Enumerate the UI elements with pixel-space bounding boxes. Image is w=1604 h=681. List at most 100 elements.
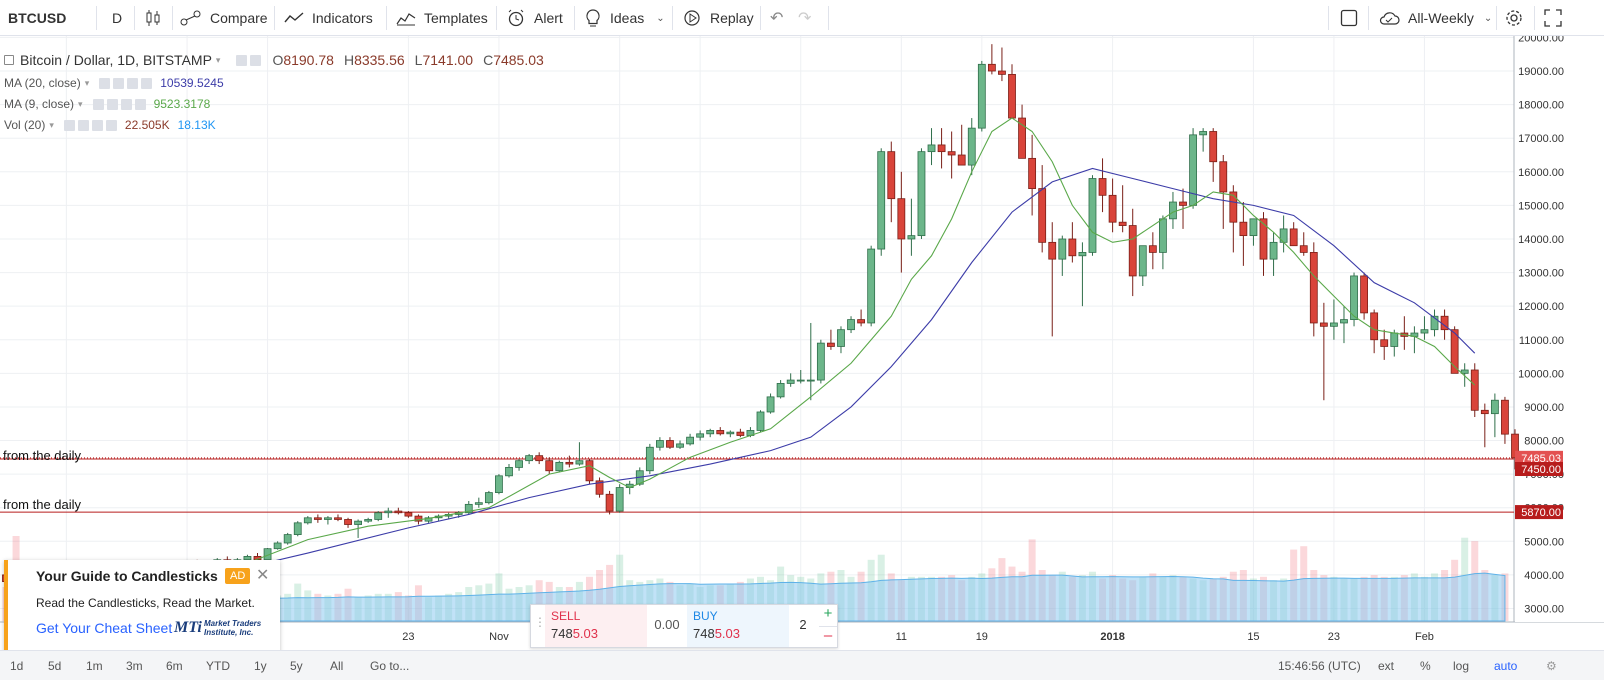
- range-button-6m[interactable]: 6m: [166, 659, 183, 673]
- symbol-search[interactable]: BTCUSD: [8, 10, 67, 26]
- volume-legend: Vol (20) ▾ 22.505K 18.13K: [4, 118, 216, 132]
- auto-toggle[interactable]: auto: [1494, 659, 1518, 673]
- collapse-icon[interactable]: [4, 55, 14, 65]
- chevron-down-icon[interactable]: ▾: [84, 77, 90, 88]
- settings-icon[interactable]: ⚙: [1546, 659, 1557, 673]
- svg-text:MTi: MTi: [173, 619, 202, 636]
- close-icon[interactable]: ✕: [256, 567, 270, 584]
- percent-toggle[interactable]: %: [1420, 659, 1431, 673]
- range-button-ytd[interactable]: YTD: [206, 659, 230, 673]
- volume-title[interactable]: Vol (20): [4, 118, 46, 132]
- interval-button[interactable]: D: [112, 10, 123, 26]
- price-label-text: 7485.03: [1521, 453, 1561, 465]
- price-chart[interactable]: 3000.004000.005000.006000.007000.008000.…: [0, 36, 1604, 658]
- undo-button[interactable]: ↶: [770, 0, 783, 36]
- candle-body: [686, 436, 694, 445]
- chevron-down-icon[interactable]: ▾: [78, 98, 83, 109]
- range-button-5y[interactable]: 5y: [290, 659, 303, 673]
- buy-button[interactable]: BUY 7485.03: [687, 605, 789, 647]
- ad-banner[interactable]: Your Guide to Candlesticks AD ✕ Read the…: [4, 560, 280, 656]
- ma20-title[interactable]: MA (20, close): [4, 76, 81, 90]
- chevron-down-icon[interactable]: ▾: [215, 54, 221, 65]
- replay-button[interactable]: Replay: [682, 0, 754, 36]
- ideas-button[interactable]: Ideas ⌄: [584, 0, 665, 36]
- ext-toggle[interactable]: ext: [1378, 659, 1395, 673]
- minus-icon[interactable]: –: [819, 626, 837, 647]
- chevron-down-icon[interactable]: ▾: [49, 119, 54, 130]
- svg-text:Market Traders: Market Traders: [204, 619, 262, 628]
- goto-button[interactable]: Go to...: [370, 659, 410, 673]
- plus-icon[interactable]: [91, 119, 103, 131]
- plus-icon[interactable]: [120, 98, 132, 110]
- close-icon[interactable]: [141, 77, 153, 89]
- range-button-3m[interactable]: 3m: [126, 659, 143, 673]
- y-tick-label: 8000.00: [1524, 436, 1564, 448]
- candle-body: [776, 383, 785, 398]
- candle-body: [726, 431, 735, 435]
- indicators-icon: [284, 12, 304, 23]
- high-label: H: [343, 52, 355, 68]
- templates-label: Templates: [424, 10, 488, 26]
- candle-body: [555, 461, 564, 472]
- fullscreen-button[interactable]: [1544, 0, 1570, 36]
- range-button-1y[interactable]: 1y: [254, 659, 267, 673]
- plus-icon[interactable]: +: [823, 605, 833, 622]
- close-icon[interactable]: [134, 98, 146, 110]
- expand-icon: [1544, 9, 1562, 27]
- ma9-title[interactable]: MA (9, close): [4, 97, 75, 111]
- fullscreen-toggle-button[interactable]: [1340, 0, 1366, 36]
- templates-icon: [396, 13, 416, 26]
- eye-icon[interactable]: [63, 119, 75, 131]
- templates-button[interactable]: Templates: [396, 0, 488, 36]
- price-label-box: [1515, 450, 1563, 465]
- toolbar-divider: [386, 6, 387, 30]
- line-note-1[interactable]: from the daily: [3, 448, 82, 463]
- eye-icon[interactable]: [92, 98, 104, 110]
- ad-link[interactable]: Get Your Cheat Sheet: [36, 620, 173, 636]
- x-tick-label: 2018: [1100, 631, 1124, 643]
- alert-button[interactable]: Alert: [506, 0, 563, 36]
- candle-body: [374, 512, 383, 520]
- y-tick-label: 16000.00: [1518, 167, 1564, 179]
- series-title[interactable]: Bitcoin / Dollar, 1D, BITSTAMP: [20, 52, 212, 68]
- range-button-1m[interactable]: 1m: [86, 659, 103, 673]
- gear-icon[interactable]: [113, 77, 125, 89]
- chart-style-button[interactable]: [144, 0, 170, 36]
- quantity-field[interactable]: 2: [799, 617, 807, 632]
- candle-body: [404, 512, 413, 517]
- moving-averages: [5, 117, 1476, 588]
- chart-area[interactable]: 3000.004000.005000.006000.007000.008000.…: [0, 36, 1604, 658]
- gear-icon[interactable]: [250, 54, 262, 66]
- clock[interactable]: 15:46:56 (UTC): [1278, 659, 1361, 673]
- layout-button[interactable]: All-Weekly ⌄: [1378, 0, 1492, 36]
- candle-body: [977, 63, 986, 129]
- log-toggle[interactable]: log: [1453, 659, 1470, 673]
- close-icon[interactable]: [105, 119, 117, 131]
- plus-icon[interactable]: [127, 77, 139, 89]
- candle-body: [293, 522, 302, 535]
- sell-button[interactable]: SELL 7485.03: [545, 605, 647, 647]
- indicators-button[interactable]: Indicators: [284, 0, 373, 36]
- candle-body: [364, 519, 373, 522]
- redo-button[interactable]: ↷: [798, 0, 811, 36]
- range-button-1d[interactable]: 1d: [10, 659, 24, 673]
- gear-icon[interactable]: [106, 98, 118, 110]
- sell-price-tail: 5.03: [572, 626, 599, 641]
- range-button-all[interactable]: All: [330, 659, 344, 673]
- drag-handle-icon[interactable]: ⋮: [534, 615, 546, 629]
- gear-icon[interactable]: [77, 119, 89, 131]
- candle-body: [816, 342, 825, 381]
- settings-button[interactable]: [1504, 0, 1532, 36]
- toolbar-divider: [172, 6, 173, 30]
- range-button-5d[interactable]: 5d: [48, 659, 62, 673]
- ad-badge: AD: [225, 568, 251, 584]
- candle-body: [1480, 409, 1489, 415]
- candle-body: [1430, 315, 1439, 331]
- compare-button[interactable]: Compare: [180, 0, 268, 36]
- candle-body: [525, 455, 534, 462]
- price-axis[interactable]: 3000.004000.005000.006000.007000.008000.…: [1515, 36, 1564, 615]
- line-note-2[interactable]: from the daily: [3, 497, 82, 512]
- eye-icon[interactable]: [236, 54, 248, 66]
- y-tick-label: 12000.00: [1518, 301, 1564, 313]
- eye-icon[interactable]: [99, 77, 111, 89]
